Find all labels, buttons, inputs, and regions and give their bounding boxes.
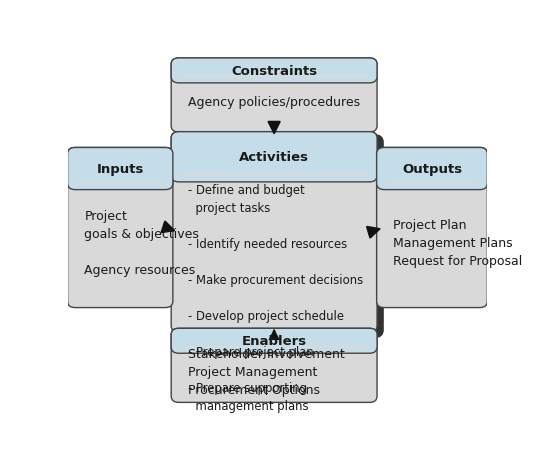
Bar (180, 346, 368, 348)
Bar (180, 156, 368, 176)
FancyBboxPatch shape (68, 148, 173, 308)
Text: Stakeholder Involvement
Project Management
Procurement Options: Stakeholder Involvement Project Manageme… (188, 347, 345, 396)
Text: Agency policies/procedures: Agency policies/procedures (188, 96, 360, 108)
Bar (76, 168, 164, 184)
Text: Activities: Activities (239, 151, 309, 164)
Bar (386, 182, 478, 185)
FancyBboxPatch shape (377, 148, 487, 190)
FancyBboxPatch shape (377, 148, 487, 308)
Text: Project
goals & objectives

Agency resources: Project goals & objectives Agency resour… (84, 209, 199, 276)
Bar (77, 182, 163, 185)
Bar (180, 175, 368, 177)
FancyBboxPatch shape (171, 132, 377, 182)
FancyBboxPatch shape (171, 59, 377, 84)
Text: Enablers: Enablers (241, 334, 307, 348)
Bar (180, 71, 368, 77)
Text: Outputs: Outputs (402, 163, 462, 176)
Bar (180, 76, 368, 78)
FancyBboxPatch shape (68, 148, 173, 190)
FancyBboxPatch shape (171, 132, 377, 333)
FancyBboxPatch shape (171, 329, 377, 403)
Bar (180, 340, 368, 347)
FancyBboxPatch shape (171, 329, 377, 354)
Bar (385, 168, 478, 184)
Text: Inputs: Inputs (96, 163, 144, 176)
Text: Constraints: Constraints (231, 65, 317, 78)
Text: Project Plan
Management Plans
Request for Proposal: Project Plan Management Plans Request fo… (393, 218, 523, 267)
Text: - Define and budget
  project tasks

- Identify needed resources

- Make procure: - Define and budget project tasks - Iden… (188, 183, 363, 412)
FancyBboxPatch shape (176, 136, 382, 337)
FancyBboxPatch shape (171, 59, 377, 133)
